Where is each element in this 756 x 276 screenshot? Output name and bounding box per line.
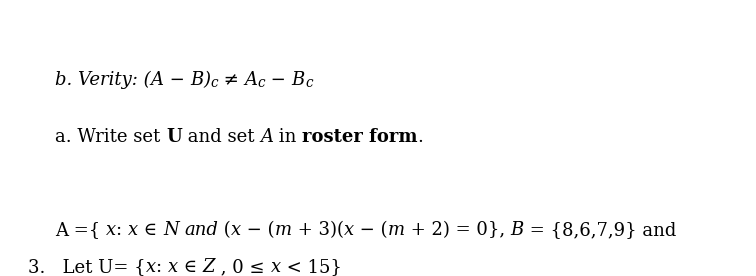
Text: m: m: [388, 221, 405, 239]
Text: in: in: [273, 128, 302, 146]
Text: c: c: [258, 76, 265, 90]
Text: −: −: [163, 71, 191, 89]
Text: − (: − (: [354, 221, 388, 239]
Text: .: .: [417, 128, 423, 146]
Text: = {8,6,7,9} and: = {8,6,7,9} and: [524, 221, 677, 239]
Text: x: x: [106, 221, 116, 239]
Text: x: x: [146, 258, 156, 276]
Text: U: U: [166, 128, 181, 146]
Text: x: x: [168, 258, 178, 276]
Text: (: (: [218, 221, 231, 239]
Text: + 3)(: + 3)(: [292, 221, 344, 239]
Text: −: −: [265, 71, 292, 89]
Text: − (: − (: [241, 221, 275, 239]
Text: B: B: [191, 71, 203, 89]
Text: b. Verity: (: b. Verity: (: [55, 71, 150, 89]
Text: x: x: [128, 221, 138, 239]
Text: B: B: [511, 221, 524, 239]
Text: , 0 ≤: , 0 ≤: [215, 258, 271, 276]
Text: ): ): [203, 71, 210, 89]
Text: + 2) = 0},: + 2) = 0},: [405, 221, 511, 239]
Text: A: A: [260, 128, 273, 146]
Text: 3.   Let U= {: 3. Let U= {: [28, 258, 146, 276]
Text: A: A: [150, 71, 163, 89]
Text: :: :: [156, 258, 168, 276]
Text: x: x: [231, 221, 241, 239]
Text: ∈: ∈: [138, 221, 163, 239]
Text: B: B: [292, 71, 305, 89]
Text: ∈: ∈: [178, 258, 203, 276]
Text: :: :: [116, 221, 128, 239]
Text: m: m: [275, 221, 292, 239]
Text: < 15}: < 15}: [280, 258, 342, 276]
Text: x: x: [344, 221, 354, 239]
Text: and set: and set: [181, 128, 260, 146]
Text: c: c: [210, 76, 218, 90]
Text: N: N: [163, 221, 178, 239]
Text: A: A: [245, 71, 258, 89]
Text: x: x: [271, 258, 280, 276]
Text: roster form: roster form: [302, 128, 417, 146]
Text: Z: Z: [203, 258, 215, 276]
Text: A ={: A ={: [55, 221, 106, 239]
Text: c: c: [305, 76, 312, 90]
Text: and: and: [184, 221, 218, 239]
Text: a. Write set: a. Write set: [55, 128, 166, 146]
Text: ≠: ≠: [218, 71, 245, 89]
